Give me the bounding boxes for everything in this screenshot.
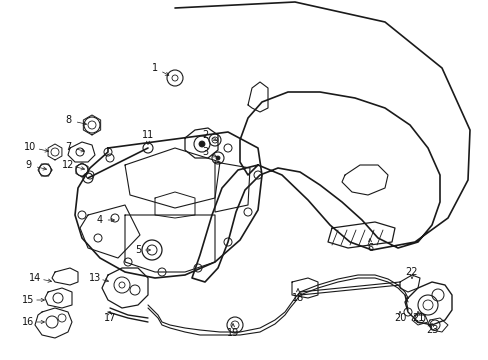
Text: 10: 10 — [24, 142, 36, 152]
Text: 4: 4 — [97, 215, 103, 225]
Text: 20: 20 — [393, 313, 406, 323]
Text: 13: 13 — [89, 273, 101, 283]
Text: 23: 23 — [425, 325, 437, 335]
Text: 2: 2 — [202, 130, 208, 140]
Text: 16: 16 — [22, 317, 34, 327]
Text: 11: 11 — [142, 130, 154, 140]
Text: 22: 22 — [405, 267, 417, 277]
Text: 7: 7 — [65, 142, 71, 152]
Text: 12: 12 — [61, 160, 74, 170]
Text: 19: 19 — [226, 328, 239, 338]
Text: 5: 5 — [135, 245, 141, 255]
Circle shape — [216, 156, 220, 160]
Text: 9: 9 — [25, 160, 31, 170]
Text: 6: 6 — [366, 243, 372, 253]
Circle shape — [199, 141, 204, 147]
Text: 17: 17 — [103, 313, 116, 323]
Text: 3: 3 — [202, 147, 207, 157]
Text: 14: 14 — [29, 273, 41, 283]
Text: 15: 15 — [22, 295, 34, 305]
Text: 18: 18 — [291, 293, 304, 303]
Text: 21: 21 — [411, 313, 423, 323]
Text: 1: 1 — [152, 63, 158, 73]
Text: 8: 8 — [65, 115, 71, 125]
